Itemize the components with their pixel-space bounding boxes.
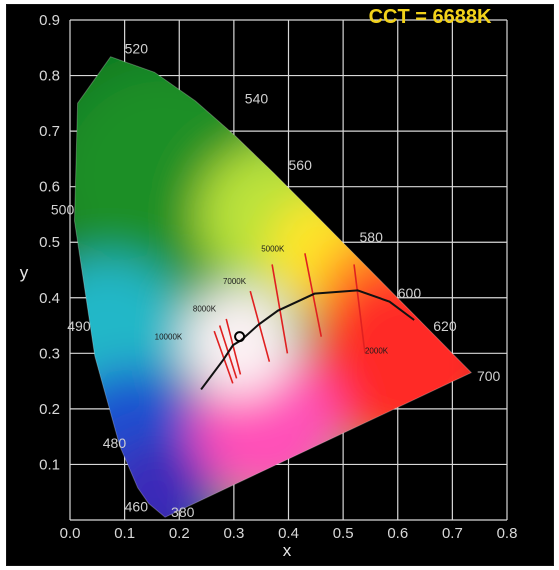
y-tick-label: 0.6 — [39, 179, 60, 196]
x-tick-label: 0.5 — [333, 525, 354, 542]
wavelength-label-600: 600 — [398, 285, 422, 301]
y-tick-labels: 0.1 0.2 0.3 0.4 0.5 0.6 0.7 0.8 0.9 — [39, 12, 60, 473]
y-tick-label: 0.1 — [39, 456, 60, 473]
x-tick-label: 0.7 — [442, 525, 463, 542]
measured-point-marker — [234, 331, 246, 343]
isotherm-10000K — [213, 330, 234, 384]
wavelength-label-540: 540 — [245, 90, 269, 106]
y-tick-label: 0.9 — [39, 12, 60, 29]
x-tick-label: 0.1 — [114, 525, 135, 542]
y-tick-label: 0.2 — [39, 401, 60, 418]
cct-banner: CCT = 6688K — [369, 6, 492, 28]
y-tick-label: 0.7 — [39, 123, 60, 140]
wavelength-label-580: 580 — [360, 229, 384, 245]
wavelength-label-520: 520 — [125, 40, 149, 56]
y-tick-label: 0.4 — [39, 290, 60, 307]
wavelength-label-460: 460 — [125, 499, 149, 515]
isotherm-label: 8000K — [193, 305, 217, 314]
planckian-locus — [200, 289, 415, 391]
isotherm-label: 5000K — [261, 245, 285, 254]
wavelength-label-620: 620 — [433, 318, 457, 334]
wavelength-label-490: 490 — [67, 318, 91, 334]
wavelength-label-700: 700 — [477, 368, 501, 384]
spectral-gamut — [74, 56, 472, 518]
x-tick-label: 0.4 — [278, 525, 299, 542]
wavelength-label-380: 380 — [171, 504, 195, 520]
x-tick-label: 0.2 — [169, 525, 190, 542]
x-tick-label: 0.0 — [60, 525, 81, 542]
x-tick-label: 0.8 — [497, 525, 518, 542]
y-axis-label: y — [20, 263, 29, 282]
x-tick-label: 0.3 — [223, 525, 244, 542]
wavelength-label-560: 560 — [289, 157, 313, 173]
isotherm-5000K — [249, 290, 271, 362]
isotherm-label: 7000K — [223, 277, 247, 286]
isotherm-label: 2000K — [365, 346, 389, 355]
y-tick-label: 0.8 — [39, 68, 60, 85]
x-tick-labels: 0.0 0.1 0.2 0.3 0.4 0.5 0.6 0.7 0.8 — [60, 525, 518, 542]
wavelength-labels: 520 540 560 500 580 600 490 620 700 480 460 380 — [51, 40, 501, 520]
isotherm-7000K — [225, 318, 242, 375]
x-tick-label: 0.6 — [387, 525, 408, 542]
x-axis-label: x — [283, 541, 292, 560]
isotherm-label: 10000K — [155, 332, 183, 341]
isotherm-2000K — [353, 264, 366, 354]
y-tick-label: 0.5 — [39, 234, 60, 251]
wavelength-label-480: 480 — [103, 435, 127, 451]
wavelength-label-500: 500 — [51, 201, 75, 217]
spectral-locus-outline — [73, 56, 473, 518]
isotherm-labels: 10000K 8000K 7000K 5000K 2000K — [155, 245, 389, 356]
y-tick-label: 0.3 — [39, 345, 60, 362]
